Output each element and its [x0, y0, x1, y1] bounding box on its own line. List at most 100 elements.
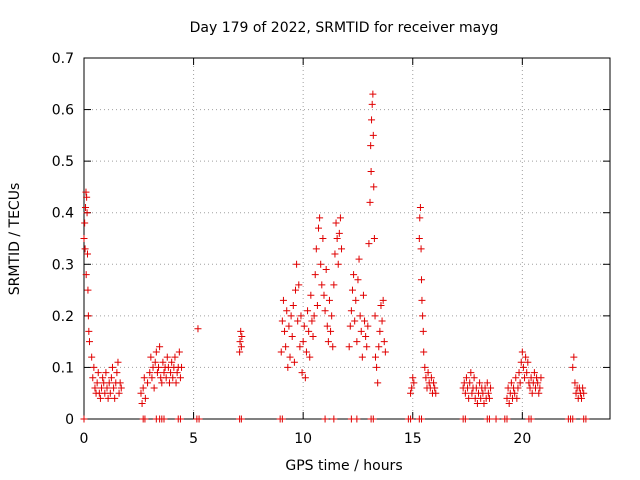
data-point — [579, 384, 587, 392]
data-point-zero — [492, 415, 500, 423]
data-point — [295, 281, 303, 289]
data-point — [84, 286, 92, 294]
data-point — [361, 317, 369, 325]
data-point — [359, 291, 367, 299]
data-point — [175, 348, 183, 356]
data-point — [289, 302, 297, 310]
data-point — [307, 291, 315, 299]
data-point — [137, 389, 145, 397]
data-point — [106, 389, 114, 397]
data-point — [294, 317, 302, 325]
data-point — [513, 394, 521, 402]
data-point — [530, 369, 538, 377]
data-point — [293, 260, 301, 268]
x-tick-label: 15 — [404, 431, 422, 447]
data-point — [318, 281, 326, 289]
data-point — [409, 374, 417, 382]
data-point — [287, 312, 295, 320]
data-point — [378, 317, 386, 325]
data-point — [427, 374, 435, 382]
data-point — [114, 358, 122, 366]
y-tick-label: 0.4 — [52, 206, 74, 222]
data-point-zero — [527, 415, 535, 423]
data-point — [416, 214, 424, 222]
data-point — [152, 348, 160, 356]
data-point — [160, 369, 168, 377]
data-point — [151, 358, 159, 366]
data-point — [238, 332, 246, 340]
data-point — [311, 271, 319, 279]
data-point — [348, 286, 356, 294]
data-point — [473, 400, 481, 408]
data-point — [236, 338, 244, 346]
data-point — [299, 338, 307, 346]
data-point — [375, 343, 383, 351]
data-point-zero — [569, 415, 577, 423]
data-point — [80, 235, 88, 242]
data-point — [345, 343, 353, 351]
data-point — [323, 322, 331, 330]
data-point — [362, 332, 370, 340]
data-point — [528, 389, 536, 397]
data-point — [278, 317, 286, 325]
data-point — [431, 384, 439, 392]
data-point — [370, 183, 378, 191]
data-point — [353, 338, 361, 346]
data-point — [465, 394, 473, 402]
data-point — [165, 379, 173, 387]
data-point — [317, 260, 325, 268]
data-point — [580, 389, 588, 397]
data-point-zero — [582, 415, 590, 423]
data-point-zero — [80, 415, 88, 423]
data-point — [354, 276, 362, 284]
data-point — [103, 384, 111, 392]
data-point — [515, 369, 523, 377]
data-point — [163, 353, 171, 361]
data-point — [169, 374, 177, 382]
data-point — [325, 296, 333, 304]
data-point — [338, 245, 346, 253]
data-point-zero — [407, 415, 415, 423]
data-point — [507, 379, 515, 387]
data-point — [104, 394, 112, 402]
data-point — [139, 384, 147, 392]
x-axis-label: GPS time / hours — [285, 458, 402, 474]
data-point — [370, 235, 378, 242]
data-point — [309, 332, 317, 340]
data-point — [467, 369, 475, 377]
data-point — [569, 363, 577, 371]
data-point — [369, 90, 377, 98]
data-point — [462, 374, 470, 382]
data-point — [113, 369, 121, 377]
data-point — [140, 374, 148, 382]
data-point-zero — [176, 415, 184, 423]
data-point — [304, 307, 312, 315]
data-point — [301, 374, 309, 382]
data-point — [367, 167, 375, 175]
data-point — [416, 204, 424, 212]
data-point — [117, 384, 125, 392]
data-point — [517, 358, 525, 366]
data-point — [368, 100, 376, 108]
data-point — [279, 296, 287, 304]
data-point — [334, 260, 342, 268]
data-point — [514, 384, 522, 392]
data-point — [85, 338, 93, 346]
data-point — [284, 363, 292, 371]
data-point — [571, 379, 579, 387]
data-point — [300, 322, 308, 330]
data-point — [290, 358, 298, 366]
data-point — [534, 379, 542, 387]
y-tick-label: 0.5 — [52, 154, 74, 170]
data-point — [430, 379, 438, 387]
data-point — [519, 363, 527, 371]
data-point — [305, 327, 313, 335]
data-point — [516, 379, 524, 387]
data-point — [90, 363, 98, 371]
data-point — [371, 312, 379, 320]
data-point — [236, 348, 244, 356]
y-tick-label: 0.6 — [52, 103, 74, 119]
data-point — [476, 379, 484, 387]
data-point — [316, 214, 324, 222]
